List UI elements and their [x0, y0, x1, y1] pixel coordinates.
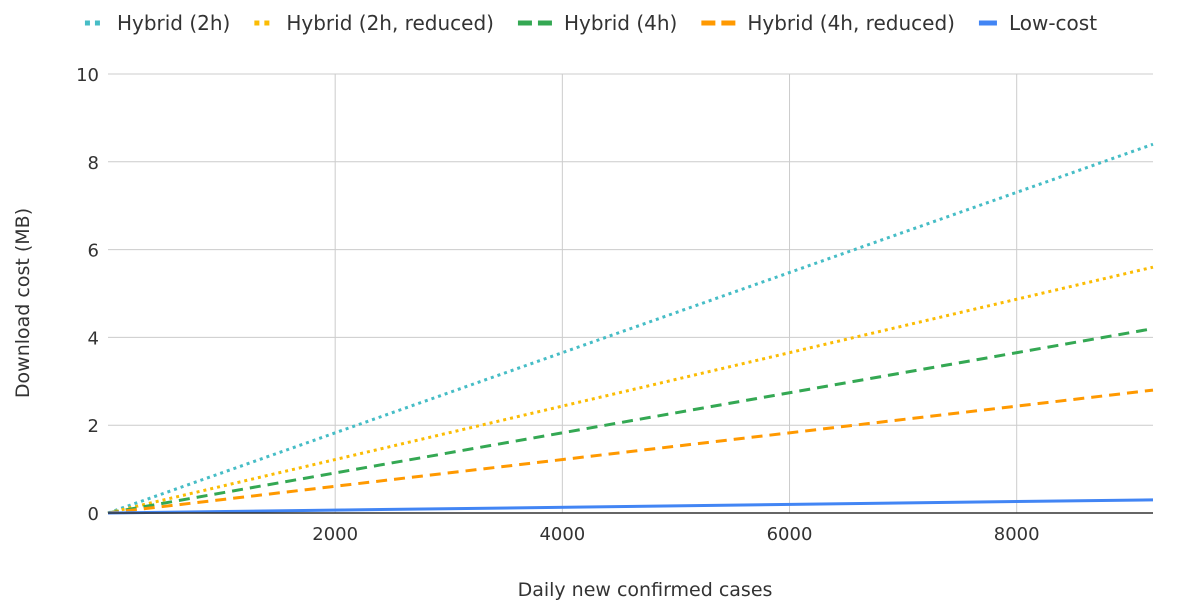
legend-item-1: Hybrid (2h, reduced) — [254, 11, 494, 35]
series-line-4 — [107, 498, 1154, 515]
legend-label: Hybrid (2h, reduced) — [286, 11, 494, 35]
legend: Hybrid (2h) Hybrid (2h, reduced) Hybrid (4… — [84, 11, 1097, 35]
legend-item-0: Hybrid (2h) — [84, 11, 230, 35]
series-line-0 — [107, 142, 1154, 515]
legend-item-2: Hybrid (4h) — [517, 11, 677, 35]
series-line-2 — [107, 327, 1154, 515]
series-line-3 — [107, 388, 1154, 515]
series-line-1 — [107, 265, 1154, 515]
y-tick-label: 4 — [88, 328, 99, 349]
y-tick-label: 10 — [76, 65, 99, 86]
y-tick-label: 8 — [88, 153, 99, 174]
series-group — [107, 142, 1154, 515]
x-axis-label: Daily new confirmed cases — [518, 579, 773, 601]
grid — [108, 73, 1153, 513]
y-tick-label: 0 — [88, 504, 99, 525]
legend-label: Low-cost — [1009, 11, 1097, 35]
y-axis-label: Download cost (MB) — [12, 208, 34, 398]
legend-label: Hybrid (4h, reduced) — [747, 11, 955, 35]
legend-item-4: Low-cost — [978, 11, 1097, 35]
legend-label: Hybrid (4h) — [564, 11, 677, 35]
x-tick-label: 2000 — [312, 524, 358, 545]
x-tick-label: 4000 — [539, 524, 585, 545]
y-tick-label: 6 — [88, 241, 99, 262]
x-tick-label: 6000 — [767, 524, 813, 545]
axes: 0 2 4 6 8 10 2000 4000 6000 8000 — [76, 65, 1153, 545]
legend-label: Hybrid (2h) — [117, 11, 230, 35]
legend-item-3: Hybrid (4h, reduced) — [701, 11, 955, 35]
y-tick-label: 2 — [88, 416, 99, 437]
x-tick-label: 8000 — [994, 524, 1040, 545]
